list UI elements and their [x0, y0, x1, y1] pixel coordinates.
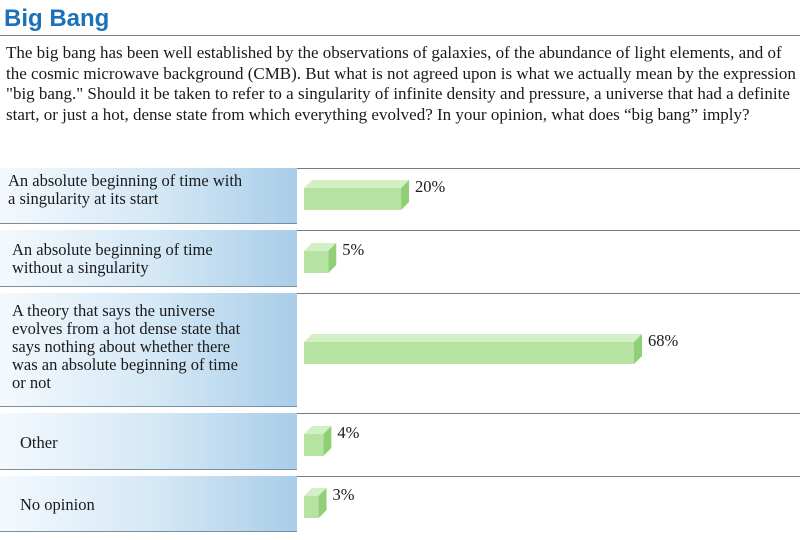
bar-side	[634, 334, 642, 364]
bar-front	[304, 188, 402, 210]
bar-top	[304, 334, 642, 342]
result-bar	[304, 243, 337, 273]
answer-option: No opinion	[0, 476, 297, 532]
answer-label: An absolute beginning of time with a sin…	[8, 171, 243, 208]
result-bar	[304, 426, 332, 456]
bar-top	[304, 488, 327, 496]
answer-label: An absolute beginning of time without a …	[12, 240, 213, 277]
bar-side	[328, 243, 337, 273]
survey-question: The big bang has been well established b…	[6, 43, 796, 124]
value-label: 3%	[333, 485, 355, 504]
row-divider	[297, 413, 800, 414]
bar-top	[304, 180, 410, 188]
answer-option: An absolute beginning of time without a …	[0, 230, 297, 287]
answer-option: Other	[0, 413, 297, 470]
value-label: 4%	[337, 423, 359, 442]
bar-side	[318, 488, 327, 518]
bar-top	[304, 426, 332, 434]
title-divider	[0, 35, 800, 36]
answer-option: A theory that says the universe evolves …	[0, 293, 297, 407]
answer-label: No opinion	[20, 495, 95, 514]
answer-option: An absolute beginning of time with a sin…	[0, 168, 297, 224]
value-label: 68%	[648, 331, 679, 350]
bar-front	[304, 434, 324, 456]
row-divider	[297, 168, 800, 169]
value-label: 20%	[415, 177, 446, 196]
result-bar	[304, 488, 327, 518]
bar-side	[323, 426, 332, 456]
bar-side	[401, 180, 410, 210]
result-bar	[304, 334, 642, 364]
answer-label: A theory that says the universe evolves …	[12, 301, 241, 392]
page-title: Big Bang	[4, 5, 110, 32]
answer-label: Other	[20, 433, 58, 452]
value-label: 5%	[342, 240, 364, 259]
bar-front	[304, 496, 319, 518]
bar-top	[304, 243, 337, 251]
bar-front	[304, 342, 634, 364]
row-divider	[297, 293, 800, 294]
row-divider	[297, 230, 800, 231]
row-divider	[297, 476, 800, 477]
bar-front	[304, 251, 329, 273]
result-bar	[304, 180, 410, 210]
